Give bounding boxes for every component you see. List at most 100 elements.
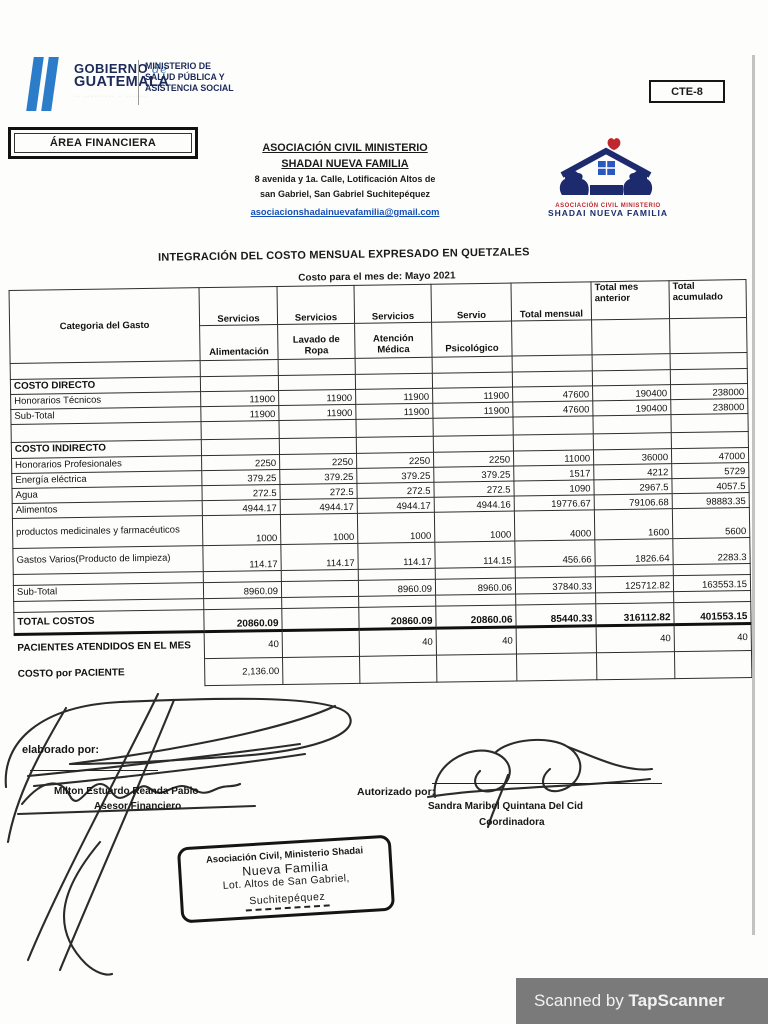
cell-value: 20860.09 <box>203 608 283 632</box>
cell-value <box>281 607 360 631</box>
heart-icon <box>607 138 621 150</box>
header-total-mensual: Total mensual <box>510 281 592 322</box>
cell-value <box>674 650 752 679</box>
cell-value <box>670 368 748 385</box>
cell-value: 316112.82 <box>595 602 675 626</box>
cell-value: 85440.33 <box>515 603 597 628</box>
row-label: Gastos Varios(Producto de limpieza) <box>12 545 204 575</box>
cell-value: 8960.09 <box>358 579 436 597</box>
cell-value: 272.5 <box>201 484 281 501</box>
org-title-line2: SHADAI NUEVA FAMILIA <box>281 157 409 170</box>
cell-value <box>279 437 357 455</box>
cell-value <box>355 418 434 438</box>
cell-value: 1517 <box>513 464 594 482</box>
cell-value <box>432 372 513 389</box>
government-wordmark: GOBIERNO de GUATEMALA ·· ········· · ···… <box>74 62 169 104</box>
cell-value: 2250 <box>433 451 514 468</box>
header-servicios-2: Servicios <box>277 285 355 325</box>
cell-value: 114.17 <box>280 543 359 571</box>
cell-value: 11900 <box>278 404 356 421</box>
subheader-empty <box>591 318 671 355</box>
cell-value: 5600 <box>672 507 750 539</box>
cell-value: 4000 <box>514 509 595 542</box>
cell-value <box>592 414 672 434</box>
cell-value: 190400 <box>592 399 671 416</box>
cost-table: Categoria del Gasto Servicios Servicios … <box>9 279 753 689</box>
cell-value: 40 <box>204 630 283 659</box>
cell-value <box>516 625 597 655</box>
elaborado-por-label: elaborado por: <box>22 744 100 756</box>
authorizer-role: Coordinadora <box>479 817 545 828</box>
cell-value: 11900 <box>278 389 356 406</box>
cell-value: 1000 <box>202 514 281 546</box>
cell-value: 2,136.00 <box>204 657 283 686</box>
cell-value: 19776.67 <box>514 494 595 512</box>
cell-value <box>282 656 360 685</box>
header-categoria: Categoria del Gasto <box>9 287 201 364</box>
cell-value: 98883.35 <box>672 492 750 509</box>
guatemala-government-logo <box>26 57 62 111</box>
cell-value: 11900 <box>432 387 513 404</box>
cell-value <box>592 369 671 386</box>
cell-value: 11900 <box>355 403 433 420</box>
subheader-atencion: Atención Médica <box>354 322 433 359</box>
cell-value: 2967.5 <box>593 478 673 495</box>
cell-value: 1090 <box>513 479 595 497</box>
cell-value: 4212 <box>593 463 672 480</box>
cell-value <box>592 353 671 371</box>
area-financiera-box: ÁREA FINANCIERA <box>8 127 198 159</box>
cell-value: 272.5 <box>356 482 435 499</box>
header-servicios-1: Servicios <box>199 286 278 326</box>
row-label: productos medicinales y farmacéuticos <box>12 515 203 549</box>
cell-value: 5729 <box>671 462 749 479</box>
org-email-link[interactable]: asociacionshadainuevafamilia@gmail.com <box>250 207 440 217</box>
cell-value: 11900 <box>432 402 513 419</box>
header-servio: Servio <box>430 283 512 323</box>
roof-icon <box>560 147 652 178</box>
cell-value <box>201 438 280 456</box>
cell-value <box>670 352 748 370</box>
cell-value: 11900 <box>200 390 279 407</box>
row-label: PACIENTES ATENDIDOS EN EL MES <box>17 639 191 654</box>
cell-value: 2283.3 <box>672 537 751 565</box>
cell-value <box>670 413 749 433</box>
cell-value: 11000 <box>513 449 594 467</box>
preparer-name: Milton Estuardo Reanda Pablo <box>54 786 199 797</box>
cell-value: 401553.15 <box>673 601 752 625</box>
cell-value: 40 <box>596 624 675 653</box>
subheader-empty <box>669 317 748 354</box>
cell-value <box>432 417 514 437</box>
cell-value: 190400 <box>592 384 671 401</box>
cell-value: 238000 <box>670 398 748 415</box>
cell-value: 1000 <box>280 513 358 545</box>
cell-value <box>200 359 279 377</box>
cell-value: 47600 <box>512 385 593 403</box>
figure-left-icon <box>559 170 589 195</box>
cell-value: 79106.68 <box>594 493 673 510</box>
autorizado-por-label: Autorizado por: <box>357 786 436 798</box>
signature-line-right <box>432 783 662 784</box>
cte-8-form-code: CTE-8 <box>649 80 725 103</box>
cell-value: 456.66 <box>514 539 596 568</box>
organization-header: ASOCIACIÓN CIVIL MINISTERIO SHADAI NUEVA… <box>222 141 468 220</box>
cell-value <box>432 356 513 374</box>
cell-value: 20860.09 <box>358 606 437 630</box>
cell-value <box>433 435 514 453</box>
cell-value: 40 <box>359 628 437 657</box>
cell-value: 1600 <box>594 508 673 540</box>
government-tagline: ·· ········· · ······· <box>74 94 150 100</box>
cell-value <box>278 419 357 439</box>
cell-value <box>593 432 672 450</box>
preparer-role: Asesor Financiero <box>94 801 182 812</box>
logo-bar-icon <box>41 57 59 111</box>
cell-value: 114.17 <box>202 544 282 572</box>
cell-value: 8960.06 <box>435 578 516 596</box>
logo-caption-line2: SHADAI NUEVA FAMILIA <box>547 208 669 218</box>
subheader-lavado: Lavado de Ropa <box>277 323 356 360</box>
cell-value: 272.5 <box>279 483 358 500</box>
cell-value: 47000 <box>671 447 749 464</box>
cell-value <box>281 580 359 598</box>
area-financiera-label: ÁREA FINANCIERA <box>14 133 192 153</box>
cell-value: 40 <box>436 627 517 656</box>
